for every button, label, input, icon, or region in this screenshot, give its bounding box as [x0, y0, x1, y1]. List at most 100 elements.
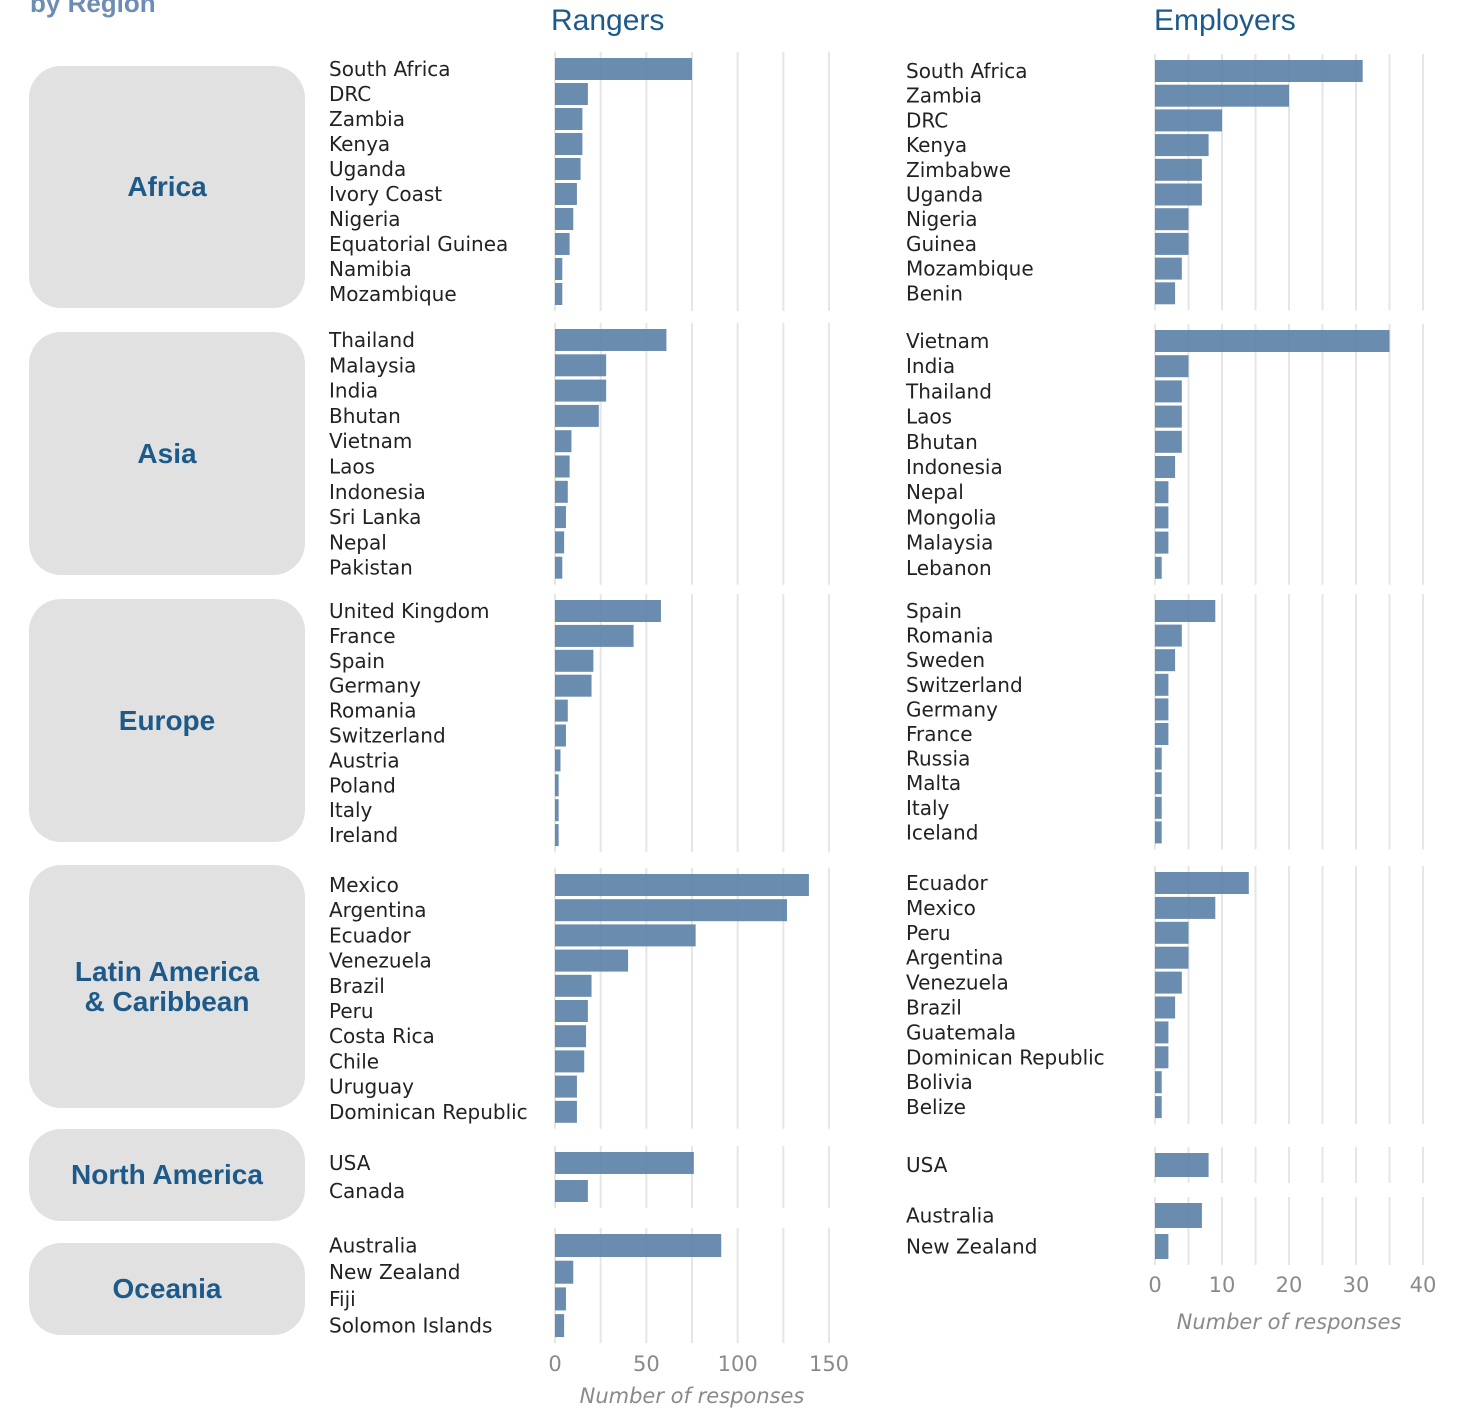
rangers-category-label-dominican-republic: Dominican Republic — [329, 1100, 528, 1124]
rangers-category-label-new-zealand: New Zealand — [329, 1260, 460, 1284]
rangers-bar-new-zealand — [555, 1260, 574, 1284]
rangers-bar-ivory-coast — [555, 183, 577, 205]
employers-bar-belize — [1155, 1096, 1162, 1119]
rangers-category-label-malaysia: Malaysia — [329, 353, 416, 377]
region-box-europe: Europe — [29, 599, 305, 842]
rangers-bar-pakistan — [555, 556, 563, 579]
rangers-category-label-ivory-coast: Ivory Coast — [329, 182, 442, 206]
rangers-bar-france — [555, 624, 634, 647]
region-box-latin-america: Latin America & Caribbean — [29, 865, 305, 1108]
employers-category-label-mongolia: Mongolia — [906, 505, 996, 529]
rangers-category-label-thailand: Thailand — [328, 328, 415, 352]
employers-category-label-nigeria: Nigeria — [906, 207, 978, 231]
rangers-bar-namibia — [555, 258, 563, 280]
employers-bar-australia — [1155, 1203, 1202, 1228]
employers-category-label-ecuador: Ecuador — [906, 871, 988, 895]
rangers-category-label-chile: Chile — [329, 1049, 379, 1073]
employers-bar-italy — [1155, 796, 1162, 819]
region-label-oceania: Oceania — [112, 1273, 222, 1304]
rangers-category-label-solomon-islands: Solomon Islands — [329, 1314, 492, 1338]
rangers-category-label-poland: Poland — [329, 773, 396, 797]
rangers-category-label-drc: DRC — [329, 82, 371, 106]
rangers-category-label-canada: Canada — [329, 1179, 405, 1203]
rangers-category-label-india: India — [329, 379, 378, 403]
employers-x-tick-label: 0 — [1148, 1273, 1161, 1297]
employers-category-label-belize: Belize — [906, 1095, 966, 1119]
employers-bar-zimbabwe — [1155, 158, 1202, 181]
employers-bar-malta — [1155, 772, 1162, 795]
employers-x-axis-title: Number of responses — [1177, 1310, 1402, 1334]
employers-category-label-peru: Peru — [906, 921, 951, 945]
rangers-x-tick-label: 0 — [548, 1352, 561, 1376]
rangers-category-label-argentina: Argentina — [329, 898, 427, 922]
rangers-category-label-uganda: Uganda — [329, 157, 406, 181]
employers-category-label-australia: Australia — [906, 1204, 994, 1228]
region-box-north-america: North America — [29, 1129, 305, 1221]
rangers-bar-italy — [555, 799, 559, 822]
employers-category-label-new-zealand: New Zealand — [906, 1235, 1037, 1259]
rangers-category-label-sri-lanka: Sri Lanka — [329, 505, 421, 529]
employers-bar-russia — [1155, 747, 1162, 770]
employers-bar-iceland — [1155, 821, 1162, 844]
employers-bar-laos — [1155, 405, 1182, 428]
rangers-category-label-nigeria: Nigeria — [329, 207, 401, 231]
rangers-category-label-ireland: Ireland — [329, 823, 398, 847]
rangers-bar-thailand — [555, 329, 667, 351]
rangers-bar-mexico — [555, 874, 809, 896]
rangers-bar-equatorial-guinea — [555, 233, 570, 255]
rangers-bar-costa-rica — [555, 1025, 587, 1048]
rangers-bar-ireland — [555, 824, 559, 847]
rangers-category-label-romania: Romania — [329, 699, 416, 723]
rangers-category-label-spain: Spain — [329, 649, 385, 673]
employers-category-label-romania: Romania — [906, 624, 993, 648]
employers-category-label-guinea: Guinea — [906, 232, 977, 256]
employers-bar-india — [1155, 355, 1189, 378]
employers-category-label-bolivia: Bolivia — [906, 1070, 973, 1094]
rangers-category-label-bhutan: Bhutan — [329, 404, 401, 428]
employers-category-label-thailand: Thailand — [905, 379, 992, 403]
employers-bar-drc — [1155, 109, 1222, 132]
rangers-category-label-equatorial-guinea: Equatorial Guinea — [329, 232, 508, 256]
chart-heading: by Region — [30, 0, 156, 18]
rangers-category-label-united-kingdom: United Kingdom — [329, 599, 490, 623]
rangers-bar-zambia — [555, 108, 583, 130]
rangers-category-label-namibia: Namibia — [329, 257, 412, 281]
rangers-bar-indonesia — [555, 480, 568, 503]
rangers-panel-title: Rangers — [551, 4, 665, 37]
region-label-north-america: North America — [71, 1159, 263, 1190]
employers-category-label-kenya: Kenya — [906, 133, 967, 157]
rangers-bar-austria — [555, 749, 561, 772]
employers-category-label-switzerland: Switzerland — [906, 673, 1023, 697]
rangers-category-label-switzerland: Switzerland — [329, 724, 446, 748]
rangers-category-label-uruguay: Uruguay — [329, 1075, 414, 1099]
rangers-category-label-mozambique: Mozambique — [329, 282, 457, 306]
employers-bar-usa — [1155, 1153, 1209, 1177]
region-label-latin-america: Latin America & Caribbean — [74, 955, 260, 1017]
rangers-bar-argentina — [555, 899, 787, 922]
rangers-category-label-laos: Laos — [329, 455, 375, 479]
employers-bar-argentina — [1155, 946, 1189, 969]
rangers-bar-drc — [555, 83, 588, 105]
employers-x-tick-label: 40 — [1410, 1273, 1437, 1297]
employers-bar-germany — [1155, 698, 1169, 721]
employers-category-label-germany: Germany — [906, 697, 998, 721]
employers-bar-bolivia — [1155, 1071, 1162, 1094]
employers-bar-bhutan — [1155, 430, 1182, 453]
rangers-x-axis-title: Number of responses — [580, 1384, 805, 1408]
employers-bar-thailand — [1155, 380, 1182, 403]
rangers-category-label-venezuela: Venezuela — [329, 949, 432, 973]
rangers-category-label-nepal: Nepal — [329, 530, 387, 554]
rangers-bar-canada — [555, 1180, 588, 1202]
rangers-bar-venezuela — [555, 949, 629, 972]
employers-category-label-sweden: Sweden — [906, 648, 985, 672]
employers-category-label-guatemala: Guatemala — [906, 1020, 1016, 1044]
employers-category-label-indonesia: Indonesia — [906, 455, 1003, 479]
rangers-category-label-costa-rica: Costa Rica — [329, 1024, 435, 1048]
region-box-africa: Africa — [29, 66, 305, 308]
employers-x-tick-label: 30 — [1343, 1273, 1370, 1297]
rangers-bar-germany — [555, 674, 592, 697]
rangers-bar-solomon-islands — [555, 1314, 565, 1338]
employers-category-label-laos: Laos — [906, 405, 952, 429]
employers-category-label-mexico: Mexico — [906, 896, 976, 920]
employers-x-tick-label: 10 — [1209, 1273, 1236, 1297]
